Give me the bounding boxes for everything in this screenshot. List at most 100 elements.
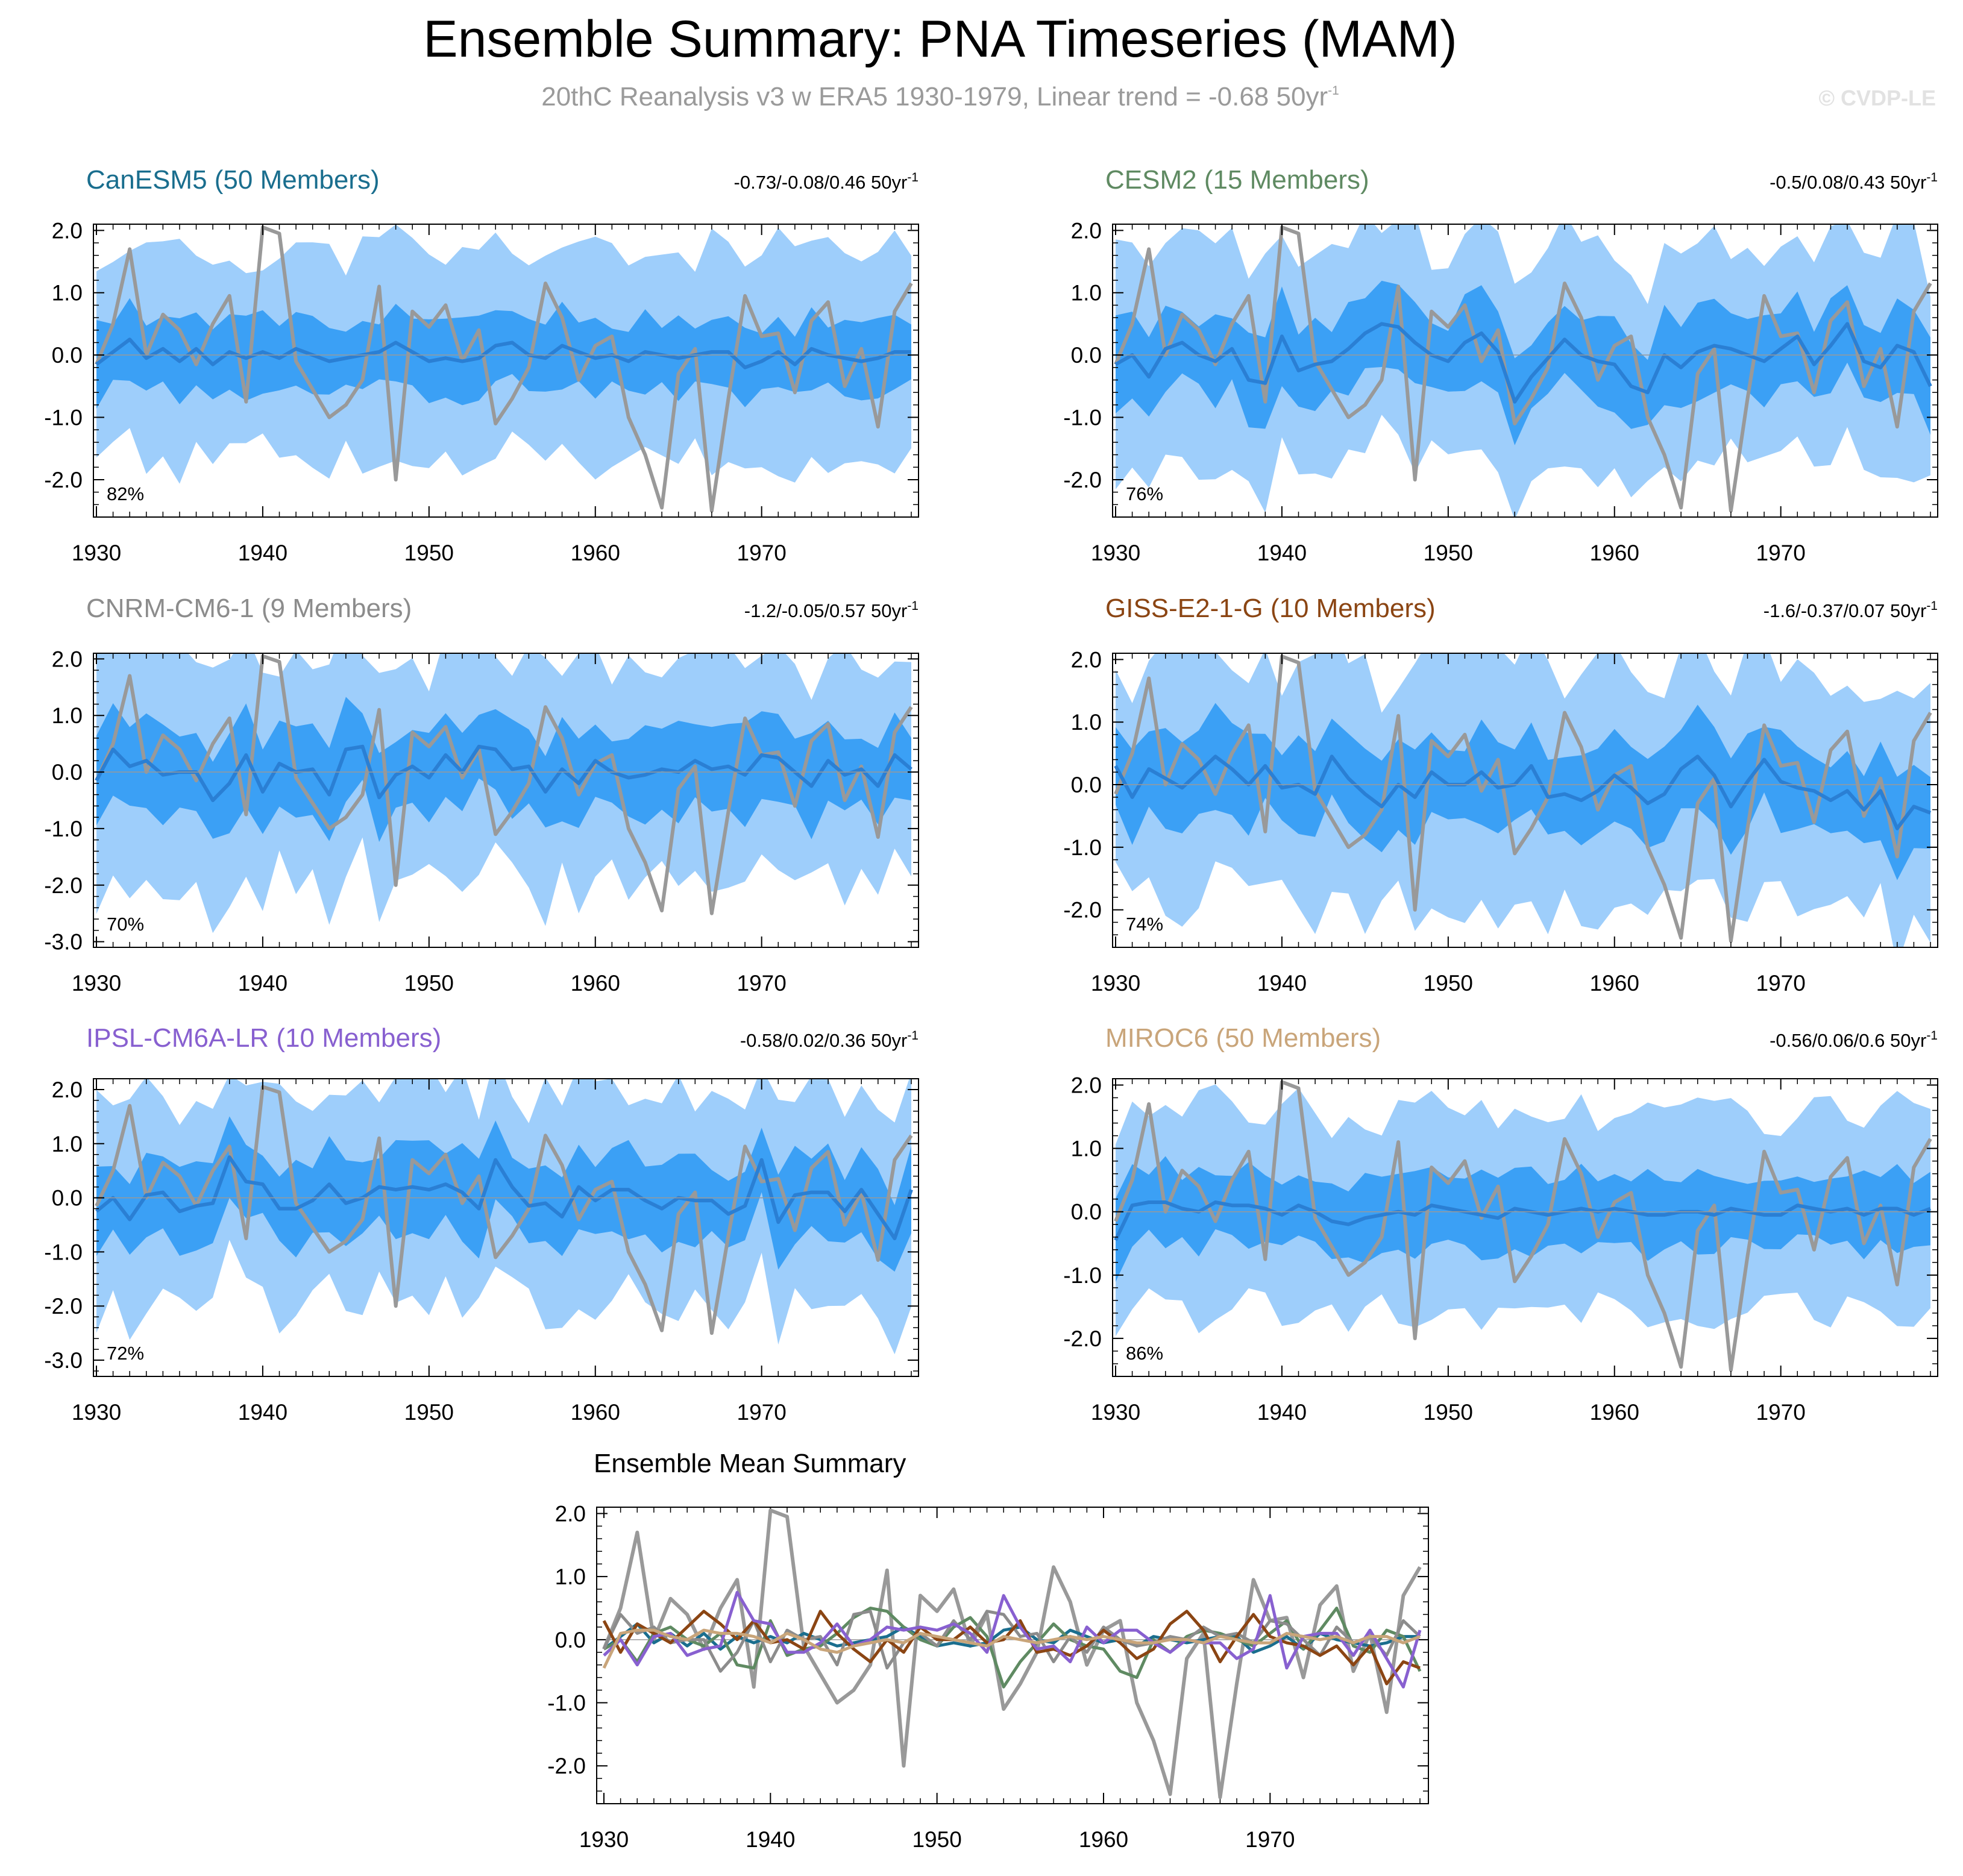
panel-1-title: CESM2 (15 Members) [1105,165,1369,195]
panel-0-trend-superscript: -1 [907,171,919,184]
panel-3-x-tick-label: 1970 [1756,971,1806,996]
panel-0-trend-value: -0.73/-0.08/0.46 50yr [734,172,908,193]
panel-2-y-tick-label: -3.0 [44,930,83,955]
panel-0-ensemble-mean-line [95,337,911,369]
panel-4-y-tick-label: 0.0 [52,1186,83,1211]
panel-1-plot-area [1114,224,1932,517]
panel-5-y-tick-label: -1.0 [1063,1263,1102,1288]
panel-4-y-tick-label: -1.0 [44,1240,83,1264]
panels-container: 2.0 1.0 0.0 -1.0 -2.0 1930 1940 1950 1960 1970 Can… [44,165,1938,1852]
panel-4-percent-label: 72% [107,1343,144,1364]
panel-0-plot-area [95,224,913,513]
chart-panel-summary: 2.0 1.0 0.0 -1.0 -2.0 1930 1940 1950 1960 1970 Ens… [547,1449,1429,1852]
panel-4-y-tick-label: -2.0 [44,1294,83,1319]
summary-frame [596,1507,1429,1804]
panel-4-trend-text: -0.58/0.02/0.36 50yr-1 [740,1029,919,1051]
chart-panel-5: 2.0 1.0 0.0 -1.0 -2.0 1930 1940 1950 1960 1970 MIR… [1063,1023,1938,1425]
panel-4-x-tick-label: 1970 [737,1400,787,1425]
panel-1-y-tick-label: -2.0 [1063,468,1102,492]
panel-3-plot-area [1114,653,1932,947]
panel-0-x-tick-label: 1970 [737,541,787,565]
panel-0-y-tick-label: -2.0 [44,468,83,492]
panel-3-trend-superscript: -1 [1926,599,1938,613]
panel-1-y-tick-label: 0.0 [1071,343,1102,368]
panel-0-x-tick-label: 1930 [72,541,121,565]
panel-5-y-tick-label: 1.0 [1071,1137,1102,1161]
panel-4-x-tick-label: 1960 [571,1400,620,1425]
panel-3-x-tick-label: 1940 [1257,971,1307,996]
summary-x-tick-label: 1960 [1079,1827,1128,1852]
panel-1-observed-line [1114,225,1932,513]
panel-2-trend-superscript: -1 [907,599,919,613]
panel-2-ensemble-mean-line [95,744,912,802]
panel-4-ensemble-mean-line [95,1155,913,1240]
panel-2-y-tick-label: 2.0 [52,647,83,671]
panel-3-y-tick-label: -2.0 [1063,898,1102,923]
summary-y-tick-label: -1.0 [547,1691,586,1716]
panel-3-y-tick-label: -1.0 [1063,835,1102,860]
panel-2-title: CNRM-CM6-1 (9 Members) [86,594,412,623]
panel-1-x-tick-label: 1930 [1091,541,1140,565]
figure-subtitle: 20thC Reanalysis v3 w ERA5 1930-1979, Li… [541,82,1339,111]
figure-subtitle-text: 20thC Reanalysis v3 w ERA5 1930-1979, Li… [541,82,1328,111]
panel-2-x-tick-label: 1960 [571,971,620,996]
summary-x-tick-label: 1930 [579,1827,629,1852]
panel-1-x-tick-label: 1970 [1756,541,1806,565]
panel-0-spread-band-inner [96,298,911,409]
panel-1-ensemble-mean-line [1114,322,1932,404]
panel-4-y-tick-label: -3.0 [44,1348,83,1373]
panel-0-x-tick-label: 1950 [404,541,454,565]
panel-3-trend-text: -1.6/-0.37/0.07 50yr-1 [1764,599,1938,621]
summary-x-tick-label: 1970 [1245,1827,1295,1852]
panel-5-x-tick-label: 1960 [1590,1400,1639,1425]
panel-0-x-tick-label: 1940 [238,541,287,565]
panel-3-frame [1112,653,1938,948]
panel-5-y-tick-label: 0.0 [1071,1200,1102,1225]
summary-series-line-4 [603,1590,1422,1689]
panel-1-x-tick-label: 1950 [1424,541,1473,565]
panel-0-y-tick-label: -1.0 [44,406,83,430]
summary-y-tick-label: 1.0 [555,1564,586,1589]
panel-5-x-tick-label: 1940 [1257,1400,1307,1425]
panel-3-spread-band-inner [1116,703,1930,880]
panel-0-y-tick-label: 0.0 [52,343,83,368]
summary-y-tick-label: 2.0 [555,1501,586,1526]
panel-5-x-tick-label: 1950 [1424,1400,1473,1425]
panel-3-x-tick-label: 1960 [1590,971,1639,996]
panel-2-y-tick-label: 0.0 [52,760,83,785]
panel-1-frame [1112,224,1938,518]
chart-panel-1: 2.0 1.0 0.0 -1.0 -2.0 1930 1940 1950 1960 1970 CES… [1063,165,1938,565]
panel-4-y-tick-label: 1.0 [52,1132,83,1156]
panel-1-x-tick-label: 1960 [1590,541,1639,565]
panel-3-y-tick-label: 1.0 [1071,710,1102,735]
chart-panel-4: 2.0 1.0 0.0 -1.0 -2.0 -3.0 1930 1940 1950 1960 197… [44,1023,919,1425]
cvdp-watermark: © CVDP-LE [1818,86,1936,110]
panel-5-trend-text: -0.56/0.06/0.6 50yr-1 [1770,1029,1938,1051]
panel-1-trend-text: -0.5/0.08/0.43 50yr-1 [1770,171,1938,193]
panel-0-y-tick-label: 2.0 [52,218,83,243]
panel-0-observed-line [95,225,913,513]
panel-0-trend-text: -0.73/-0.08/0.46 50yr-1 [734,171,919,193]
chart-panel-3: 2.0 1.0 0.0 -1.0 -2.0 1930 1940 1950 1960 1970 GIS… [1063,594,1938,996]
panel-5-percent-label: 86% [1126,1343,1163,1364]
summary-x-tick-label: 1950 [912,1827,961,1852]
panel-1-y-tick-label: -1.0 [1063,406,1102,430]
panel-5-x-tick-label: 1930 [1091,1400,1140,1425]
summary-y-tick-label: -2.0 [547,1754,586,1778]
panel-4-plot-area [95,1079,913,1355]
panel-3-y-tick-label: 0.0 [1071,773,1102,797]
panel-2-y-tick-label: 1.0 [52,703,83,728]
chart-panel-2: 2.0 1.0 0.0 -1.0 -2.0 -3.0 1930 1940 1950 1960 197… [44,594,919,996]
panel-5-x-tick-label: 1970 [1756,1400,1806,1425]
panel-2-frame [93,653,919,948]
panel-3-x-tick-label: 1950 [1424,971,1473,996]
panel-4-trend-superscript: -1 [907,1029,919,1043]
panel-2-x-tick-label: 1940 [238,971,287,996]
panel-1-percent-label: 76% [1126,483,1163,504]
panel-1-trend-superscript: -1 [1926,171,1938,184]
panel-4-trend-value: -0.58/0.02/0.36 50yr [740,1030,907,1051]
panel-2-trend-text: -1.2/-0.05/0.57 50yr-1 [744,599,919,621]
panel-0-percent-label: 82% [107,483,144,504]
summary-series-line-2 [602,1610,1421,1673]
